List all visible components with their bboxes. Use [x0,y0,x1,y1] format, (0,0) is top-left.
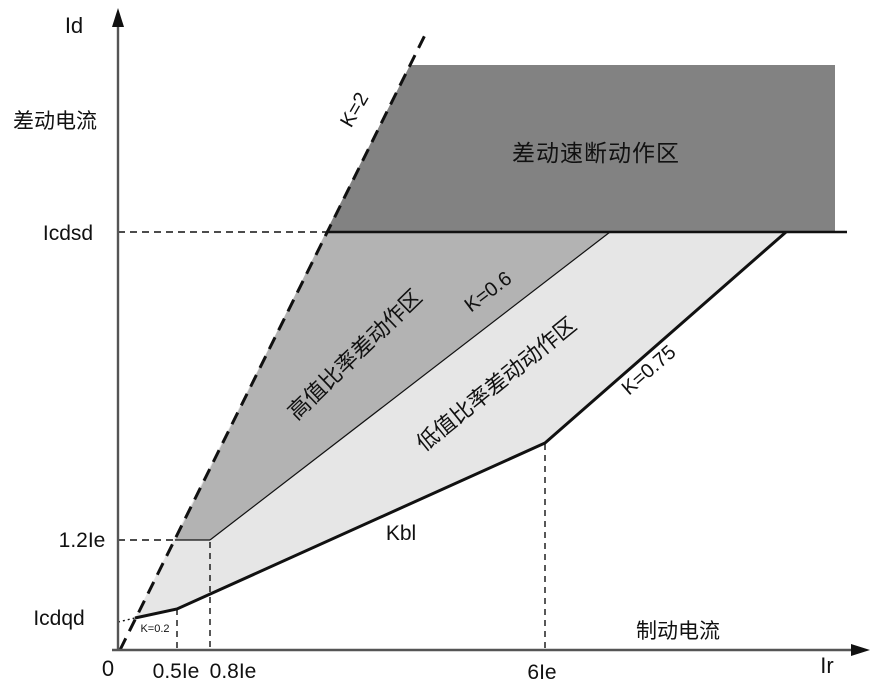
tick-6ie-label: 6Ie [527,661,556,684]
low-ratio-characteristic-curve [134,230,787,620]
kbl-label: Kbl [386,522,416,545]
k02-label: K=0.2 [140,623,169,635]
icdqd-dotted-line [117,617,136,623]
x-axis-name-label: 制动电流 [636,620,720,643]
x-axis-symbol-label: Ir [820,653,833,678]
k06-line [209,231,611,541]
tick-08ie-label: 0.8Ie [210,660,257,683]
tick-12ie-label: 1.2Ie [59,529,106,552]
region-instantaneous-label: 差动速断动作区 [512,140,680,166]
tick-icdsd-label: Icdsd [43,222,93,245]
k2-label: K=2 [336,89,373,131]
region-instantaneous-area [326,65,835,232]
k2-dashed-line [118,34,427,651]
tick-05ie-label: 0.5Ie [153,660,200,683]
x-axis-arrow-icon [851,644,870,656]
y-axis-arrow-icon [112,8,124,27]
y-axis-symbol-label: Id [65,13,83,38]
tick-icdqd-label: Icdqd [33,607,84,630]
y-axis-name-label: 差动电流 [13,110,97,133]
origin-label: 0 [102,656,114,681]
region-high-ratio-area [175,232,610,540]
